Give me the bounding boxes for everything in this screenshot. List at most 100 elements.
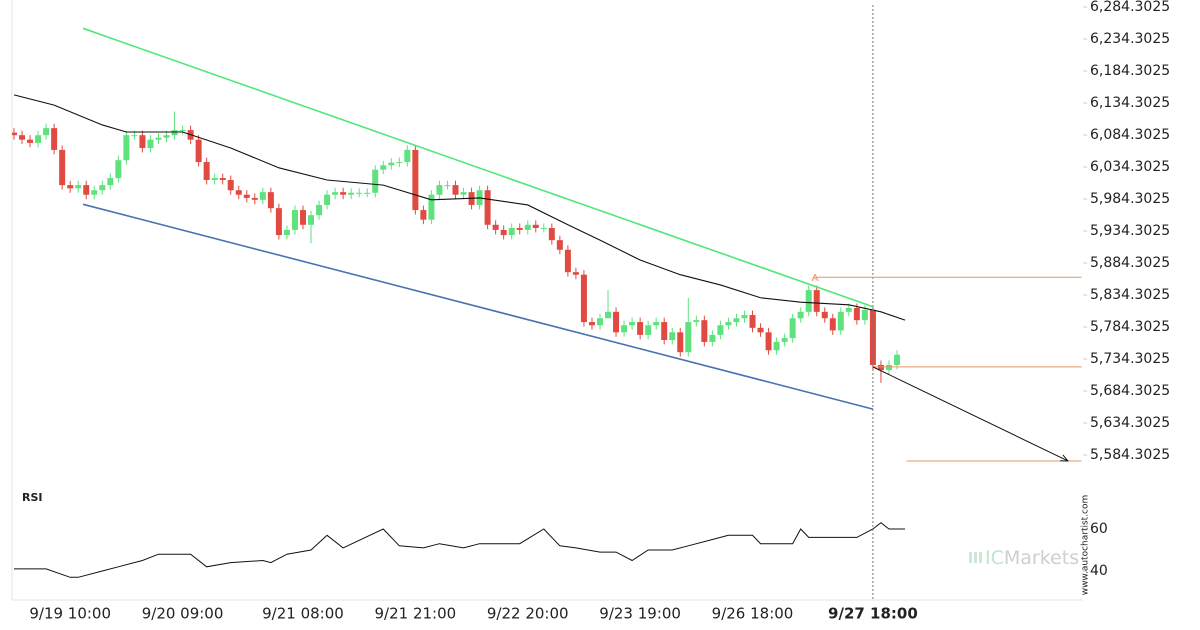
- candle-body: [59, 149, 66, 186]
- candle-body: [348, 192, 355, 195]
- candle-body: [596, 318, 603, 326]
- candle-body: [621, 325, 628, 333]
- candle-body: [179, 130, 186, 132]
- candle-body: [813, 290, 820, 312]
- candle-body: [308, 215, 315, 225]
- candle-body: [275, 208, 282, 236]
- y-tick-label: 5,784.3025: [1090, 319, 1170, 335]
- candle-body: [885, 364, 892, 371]
- candle-body: [372, 169, 379, 193]
- rsi-line: [14, 522, 906, 578]
- annotation-label: A: [812, 273, 819, 284]
- candle-body: [203, 162, 210, 180]
- candle-body: [853, 307, 860, 321]
- candle-body: [685, 322, 692, 353]
- candle-body: [765, 332, 772, 351]
- candle-body: [219, 178, 226, 180]
- rsi-tick-label: 60: [1090, 521, 1108, 537]
- candle-body: [492, 224, 499, 230]
- logo-icon: [969, 552, 972, 563]
- y-tick-label: 5,584.3025: [1090, 447, 1170, 463]
- moving-average: [13, 94, 906, 321]
- candle-body: [677, 332, 684, 353]
- candle-body: [572, 272, 579, 275]
- candle-body: [75, 185, 82, 189]
- candle-body: [749, 315, 756, 328]
- candle-body: [404, 149, 411, 163]
- candle-body: [460, 192, 467, 195]
- candle-body: [516, 227, 523, 230]
- candle-body: [163, 135, 170, 138]
- candle-body: [171, 130, 178, 136]
- candle-body: [861, 309, 868, 321]
- candle-body: [155, 137, 162, 140]
- logo-prefix: IC: [985, 547, 1004, 569]
- price-plot: [12, 94, 906, 383]
- candle-body: [837, 311, 844, 331]
- candle-body: [564, 249, 571, 273]
- candle-body: [629, 322, 636, 326]
- logo-name: Markets: [1004, 547, 1079, 569]
- candle-body: [12, 132, 17, 136]
- candle-body: [340, 192, 347, 195]
- candle-body: [484, 190, 491, 225]
- candle-body: [428, 194, 435, 220]
- candle-body: [661, 322, 668, 340]
- x-tick-label: 9/21 08:00: [262, 605, 344, 623]
- rsi-label: RSI: [22, 491, 43, 504]
- candle-body: [669, 332, 676, 340]
- y-tick-label: 5,934.3025: [1090, 223, 1170, 239]
- candle-body: [43, 128, 50, 136]
- y-tick-label: 6,034.3025: [1090, 159, 1170, 175]
- candle-body: [556, 240, 563, 250]
- candle-body: [781, 338, 788, 342]
- candle-body: [267, 192, 274, 209]
- candle-body: [27, 139, 34, 143]
- candle-body: [436, 185, 443, 195]
- logo-text: ICMarkets: [985, 547, 1079, 569]
- candle-body: [829, 318, 836, 331]
- candle-body: [332, 192, 339, 195]
- candle-body: [845, 307, 852, 312]
- candle-body: [894, 354, 900, 365]
- candle-body: [709, 334, 716, 342]
- candle-body: [789, 318, 796, 339]
- candle-body: [107, 178, 114, 186]
- x-tick-label: 9/27 18:00: [828, 605, 918, 623]
- candle-body: [243, 194, 250, 198]
- candle-body: [131, 135, 138, 137]
- overlay-line: [82, 27, 874, 308]
- candle-body: [452, 185, 459, 195]
- x-tick-label: 9/20 09:00: [142, 605, 224, 623]
- candle-body: [821, 311, 828, 319]
- candle-body: [227, 179, 234, 191]
- candle-body: [637, 322, 644, 335]
- candle-body: [653, 322, 660, 326]
- candle-body: [195, 139, 202, 163]
- x-tick-label: 9/26 18:00: [712, 605, 794, 623]
- y-tick-label: 5,884.3025: [1090, 255, 1170, 271]
- y-tick-label: 5,684.3025: [1090, 383, 1170, 399]
- candle-body: [717, 325, 724, 335]
- rsi-tick-label: 40: [1090, 563, 1108, 579]
- candle-body: [532, 224, 539, 228]
- candle-body: [773, 341, 780, 351]
- candle-body: [613, 311, 620, 333]
- candle-body: [805, 290, 812, 312]
- y-tick-label: 6,184.3025: [1090, 63, 1170, 79]
- candle-body: [35, 135, 42, 143]
- y-tick-label: 6,134.3025: [1090, 95, 1170, 111]
- x-tick-label: 9/22 20:00: [487, 605, 569, 623]
- candle-body: [51, 128, 58, 150]
- y-tick-label: 5,634.3025: [1090, 415, 1170, 431]
- candle-body: [235, 190, 242, 195]
- candle-body: [123, 135, 130, 161]
- candle-body: [548, 227, 555, 241]
- candle-body: [299, 210, 306, 225]
- candle-body: [67, 185, 74, 189]
- y-tick-label: 6,284.3025: [1090, 0, 1170, 15]
- candle-body: [380, 165, 387, 170]
- x-tick-label: 9/19 10:00: [29, 605, 111, 623]
- y-tick-label: 6,084.3025: [1090, 127, 1170, 143]
